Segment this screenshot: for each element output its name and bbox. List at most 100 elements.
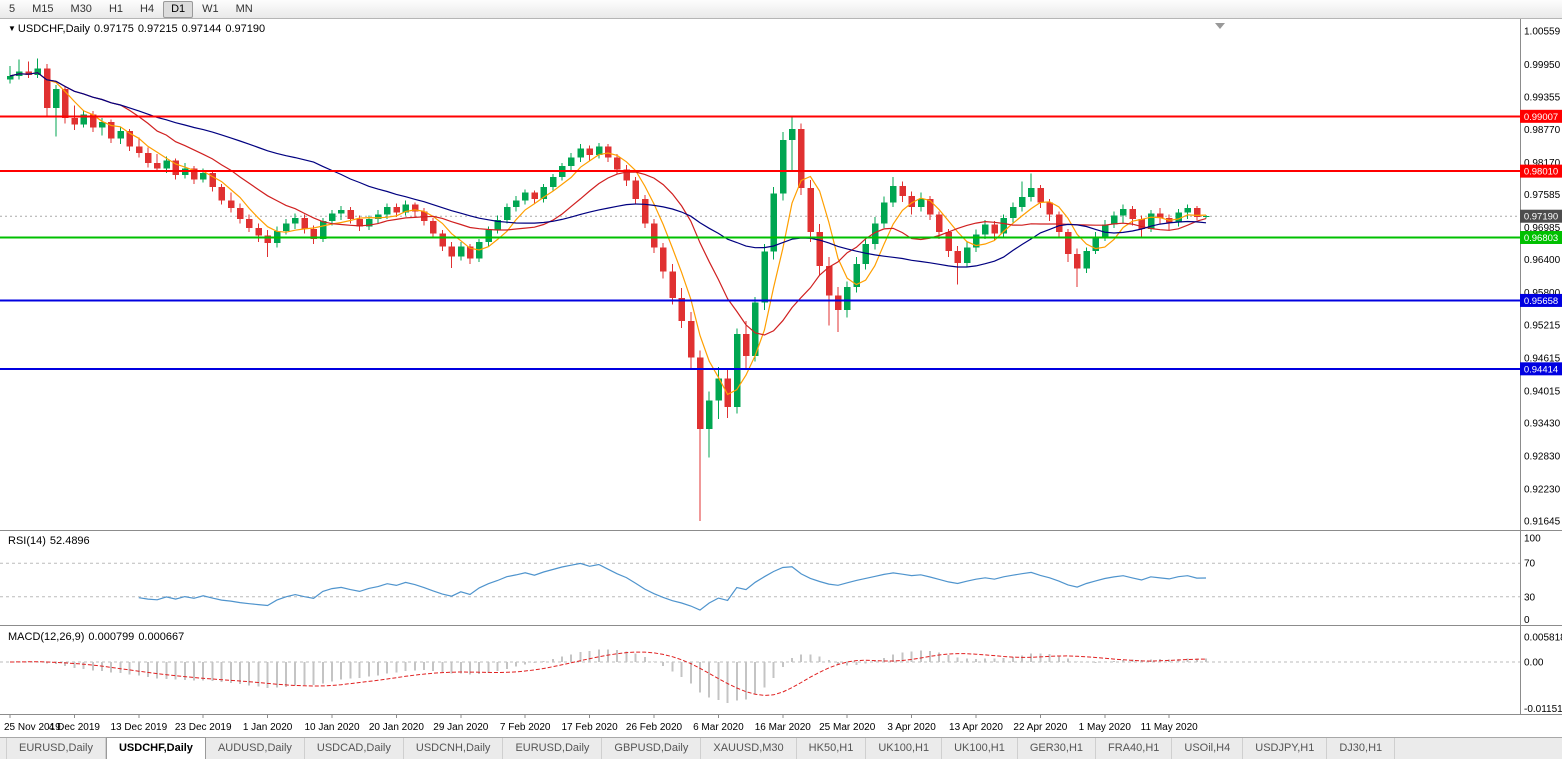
chart-symbol-period: USDCHF,Daily [17,23,91,35]
svg-text:0.91645: 0.91645 [1524,517,1561,528]
svg-text:25 Mar 2020: 25 Mar 2020 [819,722,876,733]
svg-text:0.95800: 0.95800 [1524,288,1561,299]
svg-text:0.98770: 0.98770 [1524,125,1561,136]
svg-text:17 Feb 2020: 17 Feb 2020 [562,722,619,733]
svg-text:0.92230: 0.92230 [1524,484,1561,495]
svg-text:0: 0 [1524,615,1530,626]
chart-open-value: 0.97175 [94,23,134,35]
svg-text:0.93430: 0.93430 [1524,418,1561,429]
svg-text:100: 100 [1524,534,1541,545]
svg-text:30: 30 [1524,592,1536,603]
chart-low-value: 0.97144 [181,23,222,35]
svg-text:0.94015: 0.94015 [1524,386,1561,397]
macd-name: MACD(12,26,9) [8,631,85,643]
svg-text:70: 70 [1524,559,1536,570]
svg-text:1 Jan 2020: 1 Jan 2020 [243,722,293,733]
svg-text:4 Dec 2019: 4 Dec 2019 [49,722,101,733]
timeframe-button-d1[interactable]: D1 [163,0,194,18]
timeframe-button-5[interactable]: 5 [9,2,16,15]
rsi-value: 52.4896 [49,535,90,547]
svg-text:29 Jan 2020: 29 Jan 2020 [433,722,488,733]
chart-tab-eurusd-daily[interactable]: EURUSD,Daily [503,738,603,759]
svg-text:26 Feb 2020: 26 Feb 2020 [626,722,683,733]
chart-high-value: 0.97215 [137,23,178,35]
svg-text:3 Apr 2020: 3 Apr 2020 [887,722,936,733]
svg-text:-0.011514: -0.011514 [1524,704,1562,715]
rsi-panel: 100 70 30 0 [0,534,1541,626]
svg-text:0.92830: 0.92830 [1524,451,1561,462]
chart-title: ▼ USDCHF,Daily 0.97175 0.97215 0.97144 0.9719… [8,23,269,35]
macd-signal-value: 0.000667 [138,631,185,643]
timeframe-button-w1[interactable]: W1 [202,2,219,15]
chart-tab-usdcad-daily[interactable]: USDCAD,Daily [305,738,404,759]
horizontal-level-lines [0,115,1520,370]
svg-text:25 Nov 2019: 25 Nov 2019 [4,722,61,733]
chart-tab-uk100-h1[interactable]: UK100,H1 [942,738,1018,759]
svg-text:1 May 2020: 1 May 2020 [1079,722,1132,733]
svg-text:0.00: 0.00 [1524,658,1544,669]
price-scale: 1.00559 0.99950 0.99355 0.98770 0.98170 0.975… [1520,19,1562,714]
macd-panel: 0.005818 0.00 -0.011514 [0,633,1562,715]
svg-text:0.99950: 0.99950 [1524,60,1561,71]
svg-text:0.98170: 0.98170 [1524,158,1561,169]
chart-tab-audusd-daily[interactable]: AUDUSD,Daily [206,738,305,759]
chart-tab-gbpusd-daily[interactable]: GBPUSD,Daily [602,738,702,759]
svg-text:7 Feb 2020: 7 Feb 2020 [500,722,551,733]
svg-text:0.99355: 0.99355 [1524,93,1561,104]
svg-text:6 Mar 2020: 6 Mar 2020 [693,722,744,733]
svg-text:10 Jan 2020: 10 Jan 2020 [304,722,359,733]
candlestick-series [7,58,1210,521]
chart-close-value: 0.97190 [225,23,266,35]
chart-tab-hk50-h1[interactable]: HK50,H1 [797,738,867,759]
svg-text:20 Jan 2020: 20 Jan 2020 [369,722,424,733]
chart-tab-xauusd-m30[interactable]: XAUUSD,M30 [701,738,797,759]
svg-text:13 Dec 2019: 13 Dec 2019 [110,722,167,733]
chart-tab-usdcnh-daily[interactable]: USDCNH,Daily [404,738,504,759]
svg-text:0.95215: 0.95215 [1524,320,1561,331]
chart-tab-dj30-h1[interactable]: DJ30,H1 [1327,738,1396,759]
timeframe-button-h4[interactable]: H4 [140,2,155,15]
svg-text:13 Apr 2020: 13 Apr 2020 [949,722,1003,733]
chart-tab-fra40-h1[interactable]: FRA40,H1 [1096,738,1173,759]
svg-text:11 May 2020: 11 May 2020 [1141,722,1199,733]
chart-tab-uk100-h1[interactable]: UK100,H1 [866,738,943,759]
timeframe-toolbar: 5 M15 M30 H1 H4 D1 W1 MN [0,0,1562,19]
svg-text:0.97190: 0.97190 [1524,212,1558,223]
timeframe-button-mn[interactable]: MN [235,2,253,15]
timeframe-button-m15[interactable]: M15 [32,2,54,15]
svg-text:0.99007: 0.99007 [1524,112,1558,123]
svg-text:16 Mar 2020: 16 Mar 2020 [755,722,812,733]
chart-collapse-icon[interactable]: ▼ [8,24,16,33]
svg-text:0.94615: 0.94615 [1524,353,1561,364]
panel-separators [0,530,1562,715]
chart-tab-usdchf-daily[interactable]: USDCHF,Daily [105,737,206,759]
chart-shift-marker-icon [1215,23,1225,29]
svg-text:0.96803: 0.96803 [1524,233,1558,244]
rsi-name: RSI(14) [8,535,46,547]
macd-main-value: 0.000799 [88,631,135,643]
svg-text:0.95658: 0.95658 [1524,296,1558,307]
svg-text:0.96400: 0.96400 [1524,255,1561,266]
svg-text:0.97585: 0.97585 [1524,190,1561,201]
macd-indicator-label: MACD(12,26,9) 0.000799 0.000667 [8,631,188,643]
svg-text:0.005818: 0.005818 [1524,633,1562,644]
chart-tab-usdjpy-h1[interactable]: USDJPY,H1 [1243,738,1328,759]
chart-tab-eurusd-daily[interactable]: EURUSD,Daily [6,738,106,759]
svg-text:22 Apr 2020: 22 Apr 2020 [1013,722,1067,733]
svg-text:0.94414: 0.94414 [1524,364,1558,375]
moving-average-lines [9,72,1207,396]
svg-text:1.00559: 1.00559 [1524,27,1561,38]
chart-tab-ger30-h1[interactable]: GER30,H1 [1018,738,1097,759]
svg-text:23 Dec 2019: 23 Dec 2019 [175,722,232,733]
chart-tabs-bar: EURUSD,Daily USDCHF,Daily AUDUSD,Daily USDC… [0,737,1562,759]
timeframe-button-h1[interactable]: H1 [108,2,123,15]
rsi-indicator-label: RSI(14) 52.4896 [8,535,94,547]
timeframe-button-m30[interactable]: M30 [70,2,92,15]
chart-tab-usoil-h4[interactable]: USOil,H4 [1172,738,1244,759]
svg-text:0.96985: 0.96985 [1524,223,1561,234]
svg-text:0.98010: 0.98010 [1524,167,1558,178]
